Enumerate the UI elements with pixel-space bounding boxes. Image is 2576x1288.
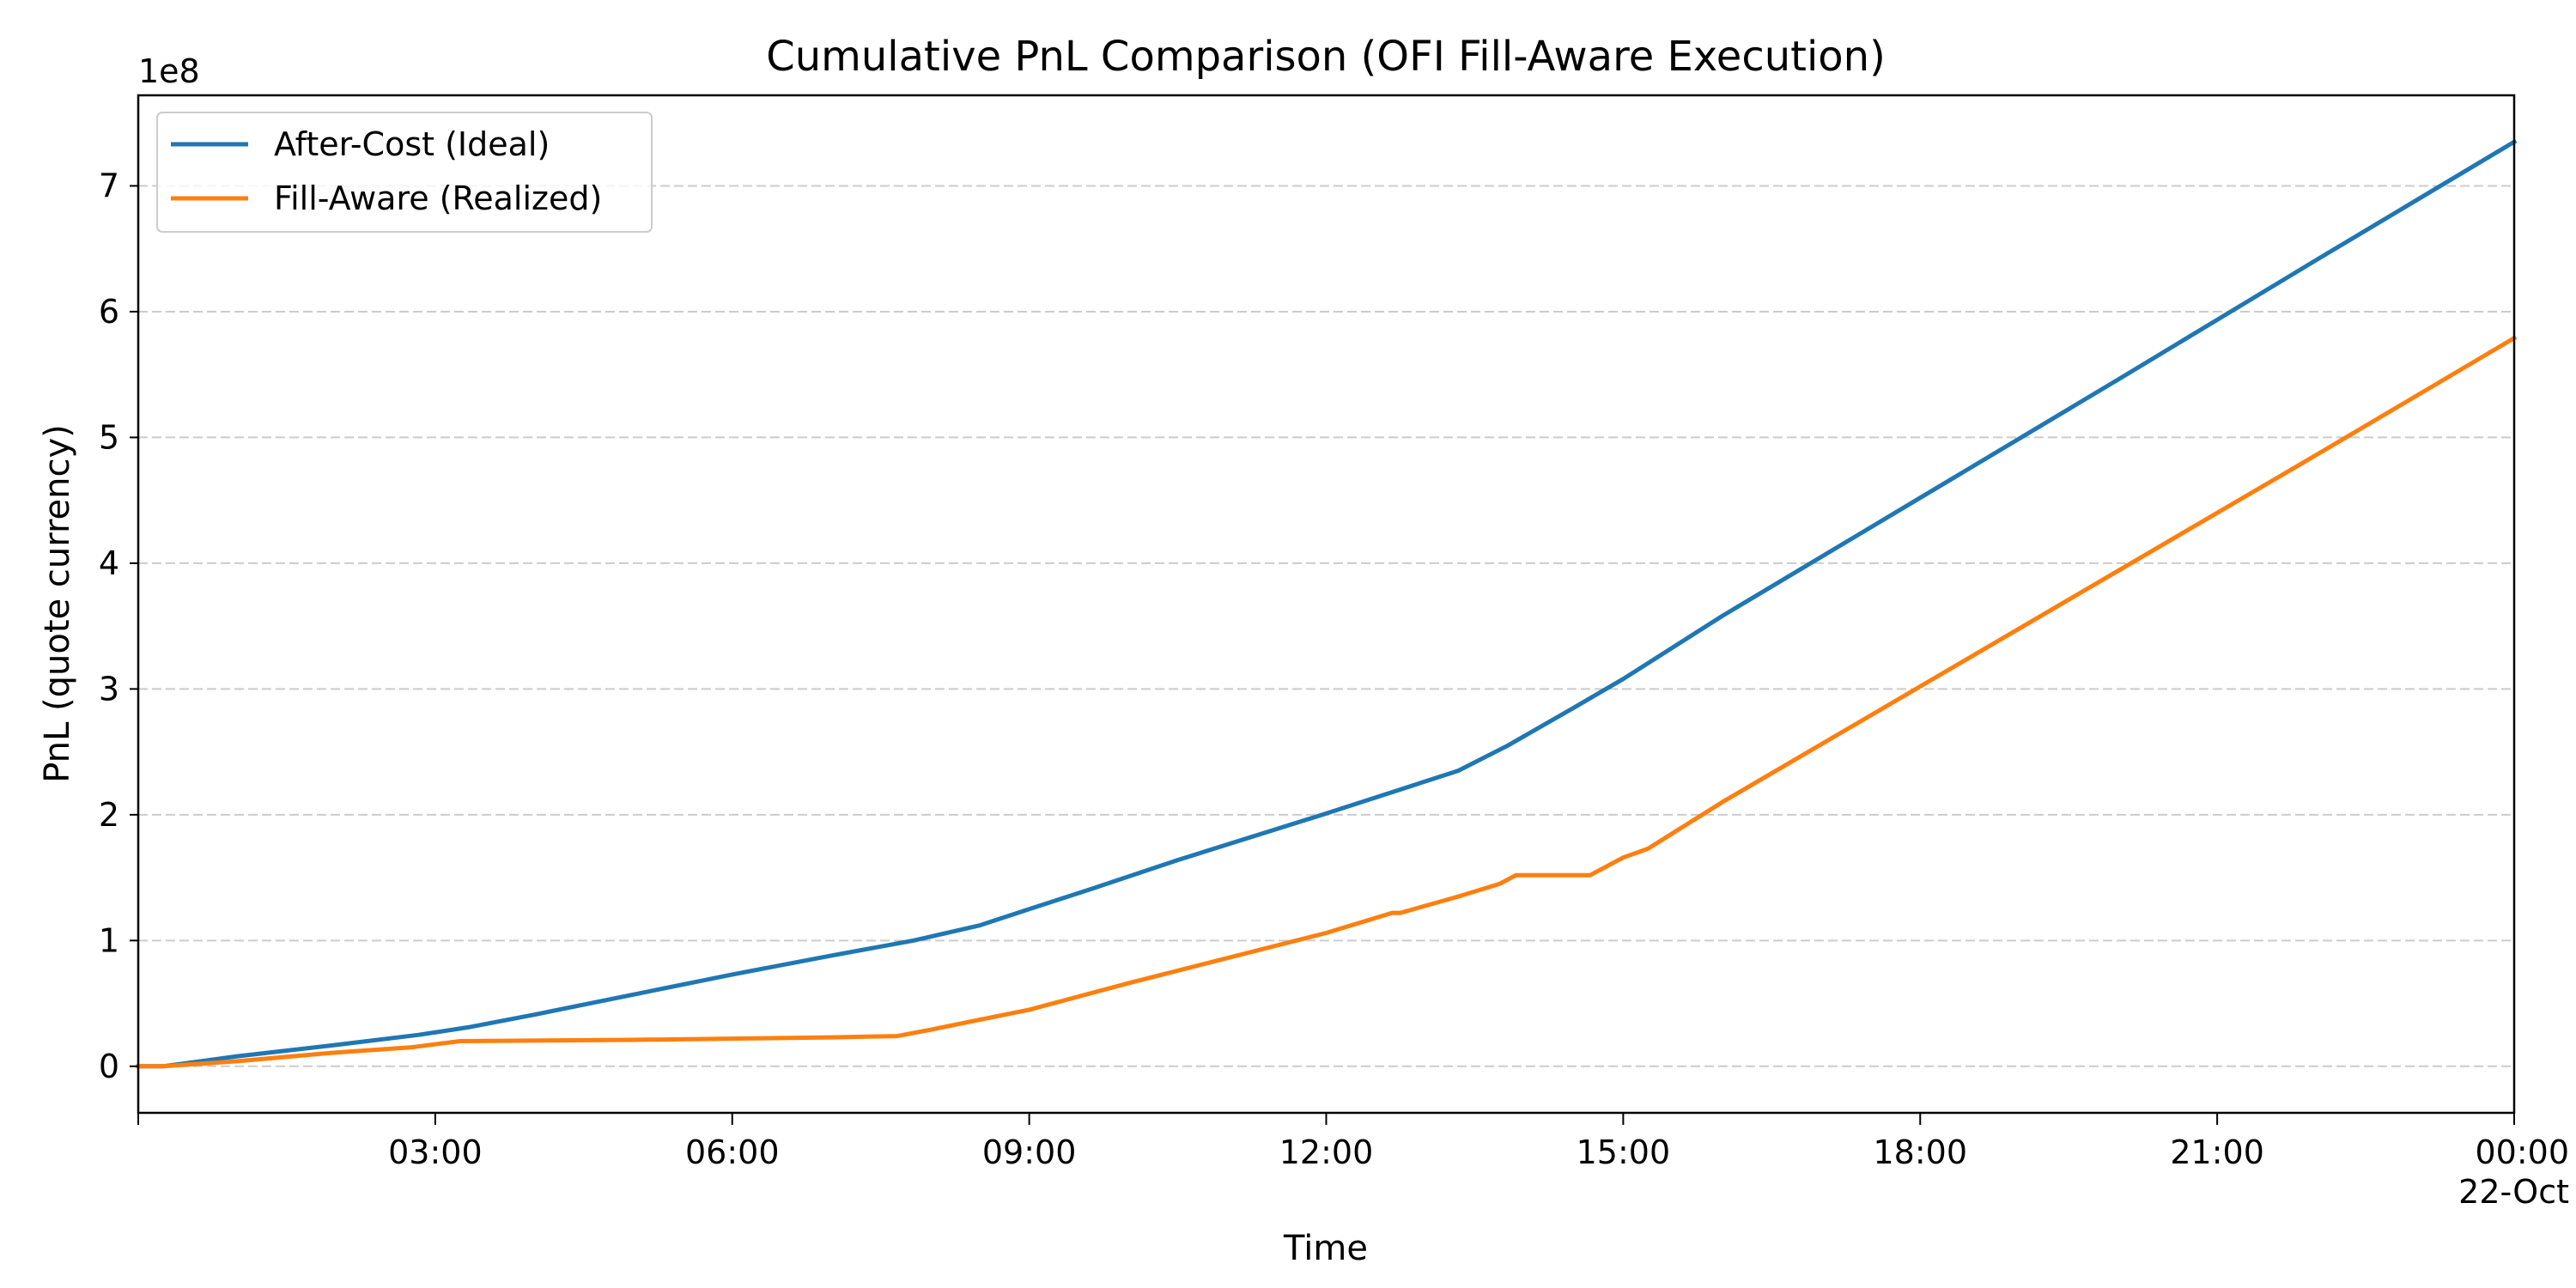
legend-label-after-cost: After-Cost (Ideal) [274, 125, 550, 163]
y-tick-label-6: 6 [99, 293, 119, 331]
legend-label-fill-aware: Fill-Aware (Realized) [274, 179, 602, 217]
y-tick-label-3: 3 [99, 670, 119, 708]
x-tick-label-1: 06:00 [685, 1133, 780, 1171]
y-axis-title: PnL (quote currency) [38, 424, 77, 782]
y-tick-label-5: 5 [99, 418, 119, 456]
x-axis-title: Time [1283, 1229, 1368, 1268]
x-tick-label-5: 18:00 [1873, 1133, 1967, 1171]
x-tick-sublabel-7: 22-Oct [2458, 1173, 2569, 1211]
y-tick-label-2: 2 [99, 796, 119, 834]
x-tick-label-0: 03:00 [388, 1133, 483, 1171]
x-tick-label-6: 21:00 [2170, 1133, 2264, 1171]
series-lines [136, 138, 2518, 1069]
legend: After-Cost (Ideal) Fill-Aware (Realized) [156, 112, 653, 233]
y-tick-label-1: 1 [99, 921, 119, 959]
y-axis: 0 1 2 3 4 5 6 7 [99, 167, 138, 1085]
x-tick-label-2: 09:00 [982, 1133, 1077, 1171]
series-line-after-cost-ideal [136, 138, 2518, 1069]
y-tick-label-0: 0 [99, 1048, 119, 1085]
x-axis: 03:00 06:00 09:00 12:00 15:00 18:00 21:00 00:00… [137, 1113, 2569, 1211]
y-tick-label-7: 7 [99, 167, 119, 204]
legend-box [156, 112, 653, 233]
x-tick-label-3: 12:00 [1279, 1133, 1374, 1171]
x-tick-label-7: 00:00 [2475, 1133, 2569, 1171]
y-offset-label: 1e8 [138, 52, 200, 90]
chart-title: Cumulative PnL Comparison (OFI Fill-Awar… [766, 33, 1886, 81]
y-tick-label-4: 4 [99, 544, 119, 582]
x-tick-label-4: 15:00 [1577, 1133, 1671, 1171]
series-line-fill-aware-realized [136, 335, 2518, 1069]
